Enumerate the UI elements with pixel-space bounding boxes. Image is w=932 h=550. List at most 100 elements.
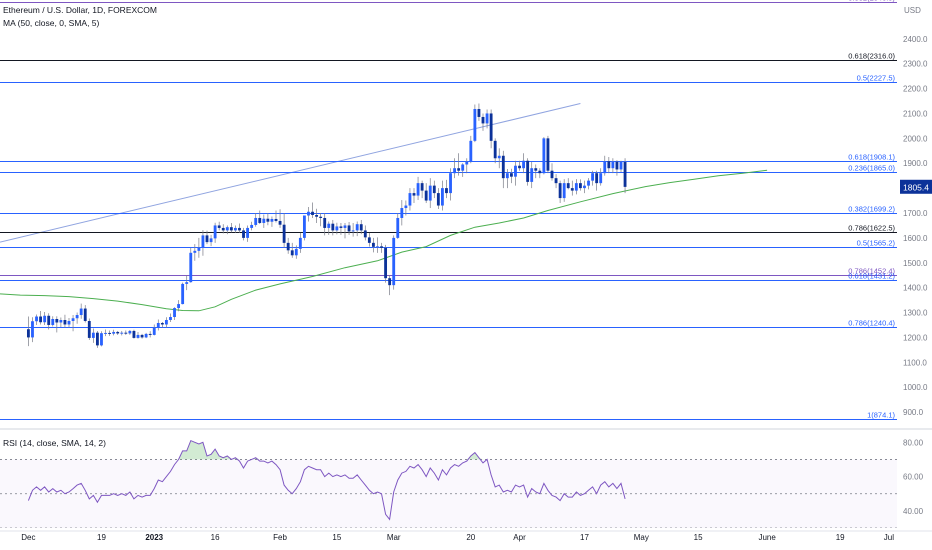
candle (116, 330, 120, 335)
candle (67, 318, 71, 328)
ma-legend: MA (50, close, 0, SMA, 5) (3, 18, 100, 28)
candle-body (477, 108, 481, 117)
candle (59, 317, 63, 327)
candle-body (83, 308, 87, 321)
candle (554, 174, 558, 189)
candle (55, 316, 59, 333)
candle (120, 330, 124, 336)
candle (262, 214, 266, 228)
currency-label: USD (904, 6, 921, 15)
candle (185, 275, 189, 291)
candle-body (359, 224, 363, 231)
fib-level-label: 0.786(1452.4) (848, 267, 895, 276)
candle (412, 188, 416, 204)
price-pane[interactable] (0, 2, 897, 420)
candle (591, 170, 595, 186)
candle (160, 321, 164, 328)
candle-body (445, 188, 448, 194)
rsi-band (0, 459, 897, 528)
candle-body (534, 168, 538, 171)
candle (432, 180, 436, 199)
candle (339, 222, 343, 235)
price-tick-label: 1600.0 (903, 234, 928, 243)
candle-body (384, 247, 388, 279)
candle-body (530, 168, 534, 182)
candle-body (225, 227, 229, 231)
candle (128, 329, 132, 335)
candle-body (587, 180, 590, 186)
candle-body (607, 161, 611, 169)
fib-level-label: 0.382(1699.2) (848, 205, 895, 214)
price-tick-label: 1900.0 (903, 159, 928, 168)
candle (392, 235, 396, 290)
candle (75, 312, 79, 324)
candle-body (258, 217, 262, 223)
candle (100, 331, 103, 347)
candle-body (26, 329, 30, 338)
candle (363, 225, 367, 241)
candle-body (201, 235, 205, 248)
candle-body (311, 211, 314, 215)
candle (485, 109, 489, 129)
time-tick-label: 16 (211, 533, 220, 542)
candle-body (298, 237, 302, 249)
candle-body (164, 319, 168, 325)
candle (522, 153, 526, 174)
candle (229, 222, 233, 233)
candle-body (615, 161, 619, 170)
price-tick-label: 2200.0 (903, 85, 928, 94)
candle-body (461, 164, 465, 171)
candle (566, 178, 570, 190)
candle (266, 213, 270, 226)
candle (302, 215, 306, 241)
candle (388, 275, 392, 296)
candle-body (136, 334, 140, 338)
candle-body (351, 230, 355, 232)
candle-body (242, 230, 245, 238)
candle (83, 305, 87, 323)
candle-body (376, 246, 379, 248)
candle-body (380, 246, 383, 248)
time-tick-label: 17 (580, 533, 589, 542)
candle (63, 314, 67, 328)
candle-body (501, 155, 505, 179)
candle-body (371, 242, 375, 247)
candle-body (282, 224, 286, 243)
candle-body (432, 185, 436, 194)
candle-body (591, 173, 595, 181)
candle (217, 221, 221, 231)
candle-body (542, 138, 546, 174)
rsi-pane[interactable] (0, 439, 897, 528)
candle-body (526, 160, 530, 182)
price-tick-label: 1400.0 (903, 284, 928, 293)
candle-body (213, 225, 217, 239)
candle-body (274, 218, 278, 221)
candle (481, 113, 485, 131)
candle (607, 157, 611, 174)
candle-body (254, 217, 258, 225)
candle-body (156, 322, 160, 328)
candle-body (39, 316, 43, 323)
candle-body (546, 138, 550, 171)
candle-body (217, 225, 221, 228)
candle-body (518, 165, 521, 169)
candle (132, 329, 136, 339)
candle-body (51, 319, 55, 325)
candle (355, 221, 359, 237)
candle (583, 180, 586, 194)
time-tick-label: Apr (513, 533, 526, 542)
candle-body (339, 226, 343, 228)
candle (518, 160, 521, 171)
time-tick-label: 15 (694, 533, 703, 542)
candle (233, 225, 237, 233)
candle-body (148, 333, 152, 335)
time-tick-label: Jul (884, 533, 894, 542)
candle (108, 330, 112, 336)
time-tick-label: Feb (273, 533, 287, 542)
candle-body (302, 215, 306, 238)
candle (367, 232, 371, 247)
last-price-tag (900, 179, 932, 194)
candle-body (465, 161, 469, 165)
fib-level-label: 0.5(1565.2) (857, 239, 896, 248)
